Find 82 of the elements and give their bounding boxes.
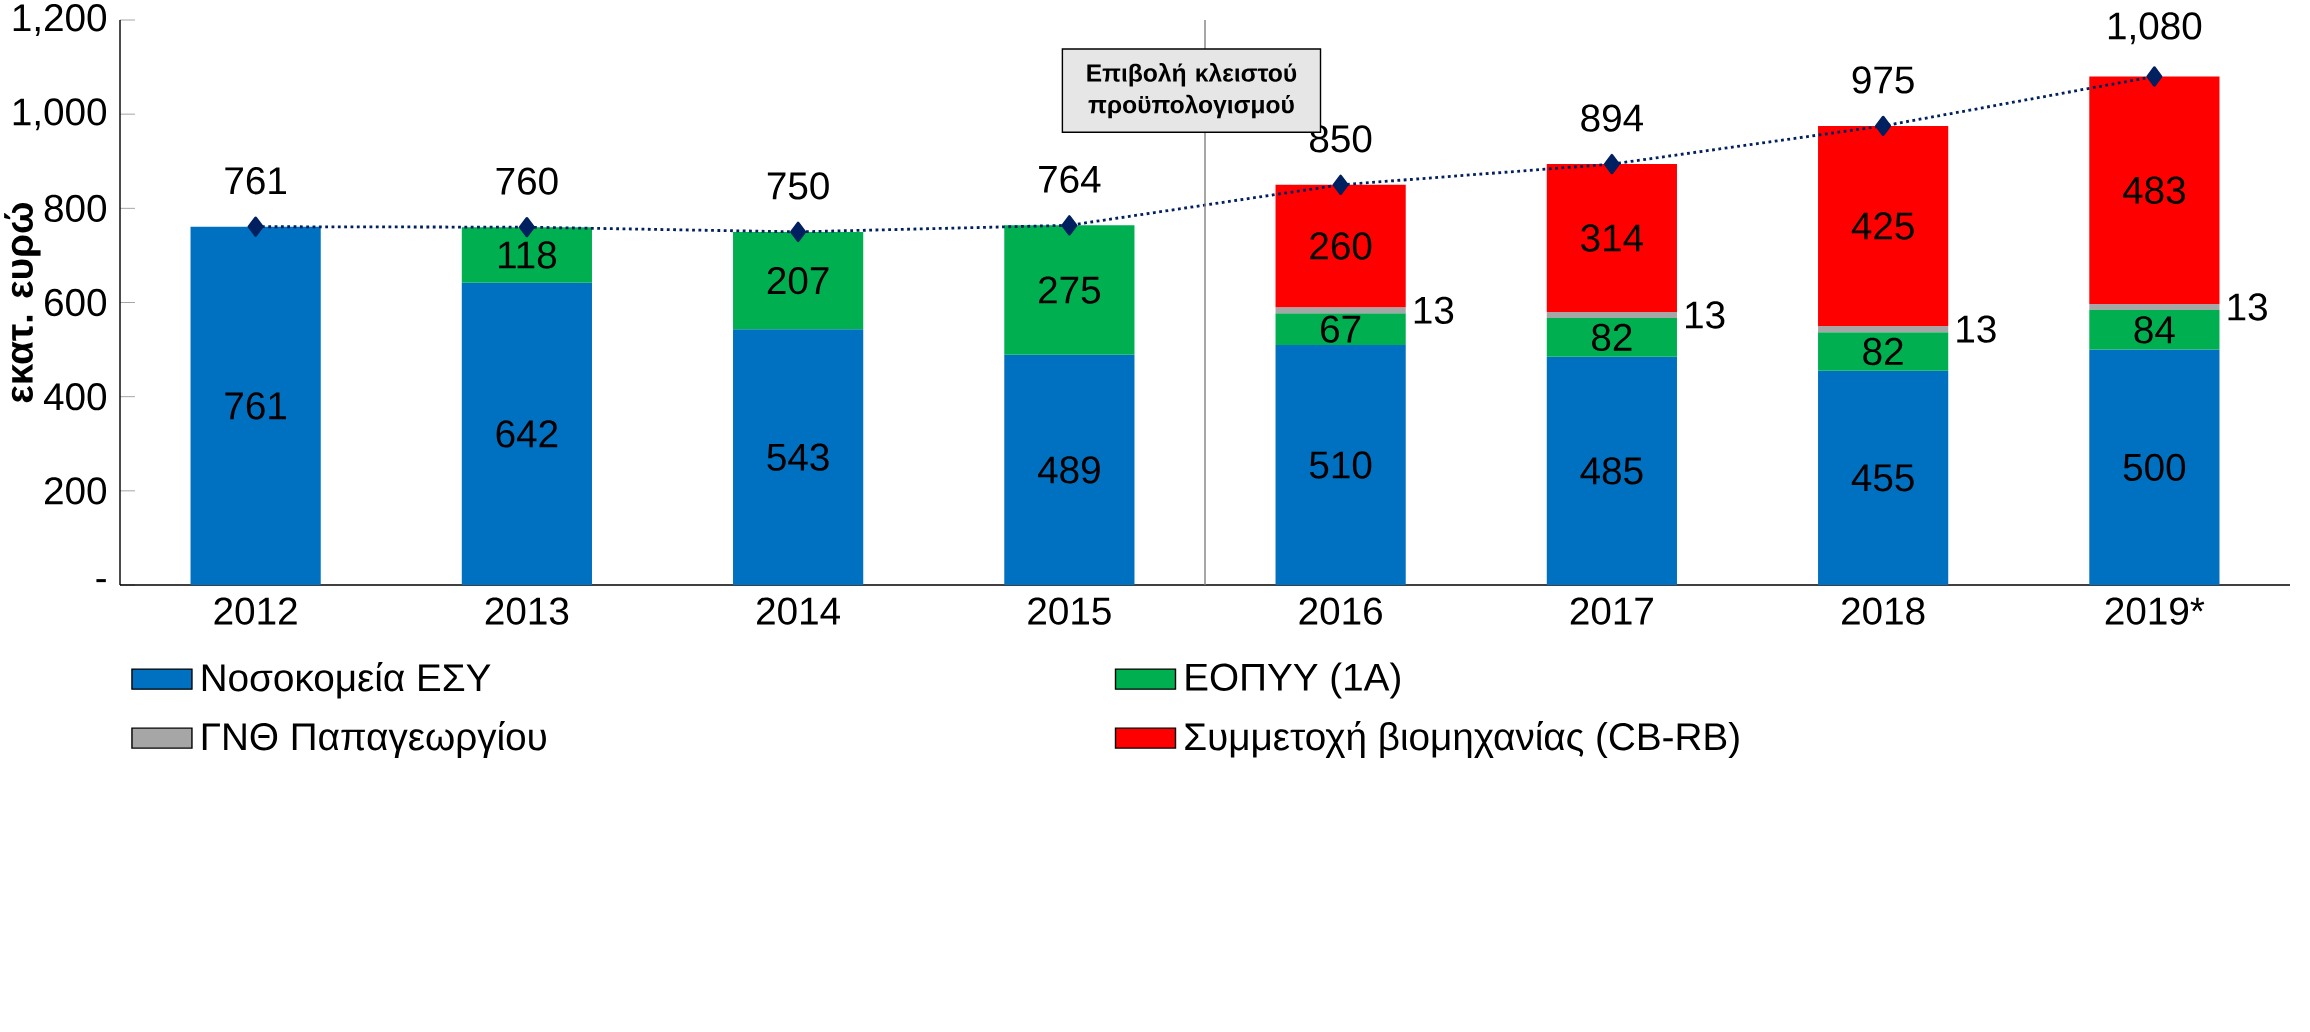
data-label: 314: [1581, 224, 1643, 252]
legend-label: Συμμετοχή βιομηχανίας (CB-RB): [1185, 720, 1739, 759]
point: [790, 221, 807, 243]
data-label: 543: [767, 443, 829, 471]
data-label: 455: [1851, 464, 1914, 492]
data-label: 84: [2134, 316, 2175, 344]
x-tick-label: 2015: [1028, 597, 1111, 625]
data-label: 975: [1852, 66, 1914, 94]
data-label: 1,080: [2108, 12, 2202, 45]
y-tick-label: 1,200: [13, 4, 107, 36]
bar: [1818, 326, 1949, 333]
bar: [190, 226, 321, 585]
point: [518, 216, 535, 238]
bar: [2089, 349, 2220, 585]
bar: [461, 227, 592, 283]
bar: [1275, 307, 1406, 314]
data-label: 510: [1309, 451, 1372, 479]
bar: [1275, 313, 1406, 345]
data-label: 894: [1581, 104, 1643, 132]
bar: [1546, 356, 1677, 585]
legend-label: ΕΟΠΥΥ (1Α): [1186, 662, 1400, 699]
data-label: 275: [1039, 276, 1100, 304]
x-tick-label: 2016: [1299, 597, 1382, 625]
bar: [1818, 332, 1949, 371]
data-label: 260: [1310, 232, 1372, 260]
annotation: Επιβολή κλειστού προϋπολογισμού: [1087, 63, 1297, 119]
data-label: 483: [2123, 176, 2185, 204]
point: [1332, 174, 1349, 195]
y-tick-label: 600: [45, 288, 107, 317]
point: [1061, 215, 1078, 236]
bar: [1275, 344, 1406, 585]
data-label: 67: [1321, 315, 1361, 343]
data-label: 750: [767, 172, 829, 200]
data-label: 764: [1039, 165, 1101, 193]
bar: [461, 282, 592, 585]
data-label: 760: [496, 167, 558, 195]
y-tick-label: 400: [43, 383, 107, 411]
point: [1603, 153, 1620, 175]
x-tick-label: 2013: [485, 597, 569, 625]
bar: [1818, 125, 1949, 327]
y-tick-label: -: [96, 579, 106, 583]
data-label: 13: [2228, 293, 2267, 321]
y-tick-label: 1,000: [13, 98, 107, 131]
data-label: 761: [225, 167, 286, 195]
data-label: 118: [498, 241, 556, 269]
data-label: 500: [2123, 453, 2186, 481]
bar: [1275, 184, 1406, 308]
legend-label: ΓΝΘ Παπαγεωργίου: [202, 720, 546, 759]
bar: [1546, 318, 1677, 357]
bar: [1818, 370, 1949, 585]
bar: [1004, 354, 1135, 585]
data-label: 207: [767, 266, 829, 295]
bar: [1546, 311, 1677, 319]
point: [2146, 66, 2163, 87]
data-label: 485: [1580, 457, 1643, 485]
data-label: 642: [496, 420, 558, 448]
x-tick-label: 2012: [214, 597, 297, 625]
x-tick-label: 2018: [1842, 597, 1925, 625]
bar: [2089, 76, 2220, 304]
bar: [733, 329, 864, 585]
bar: [1546, 164, 1677, 312]
y-axis-title: εκατ. ευρώ: [4, 202, 41, 403]
data-label: 82: [1863, 337, 1903, 366]
data-label: 13: [1414, 296, 1454, 324]
data-label: 13: [1957, 315, 1996, 343]
bar: [2089, 303, 2220, 311]
data-label: 761: [225, 392, 286, 420]
y-tick-label: 200: [45, 477, 107, 505]
x-tick-label: 2019*: [2105, 597, 2205, 625]
data-label: 425: [1851, 212, 1914, 240]
bar: [733, 231, 864, 330]
data-label: 82: [1592, 323, 1632, 352]
x-tick-label: 2014: [757, 597, 840, 625]
bar: [2089, 310, 2220, 350]
point: [1875, 115, 1892, 137]
x-tick-label: 2017: [1570, 597, 1653, 625]
point: [247, 216, 264, 237]
y-tick-label: 800: [44, 194, 107, 223]
legend-label: Νοσοκομεία ΕΣΥ: [202, 661, 491, 699]
data-label: 489: [1038, 456, 1100, 484]
data-label: 13: [1686, 301, 1725, 329]
bar: [1004, 225, 1135, 355]
